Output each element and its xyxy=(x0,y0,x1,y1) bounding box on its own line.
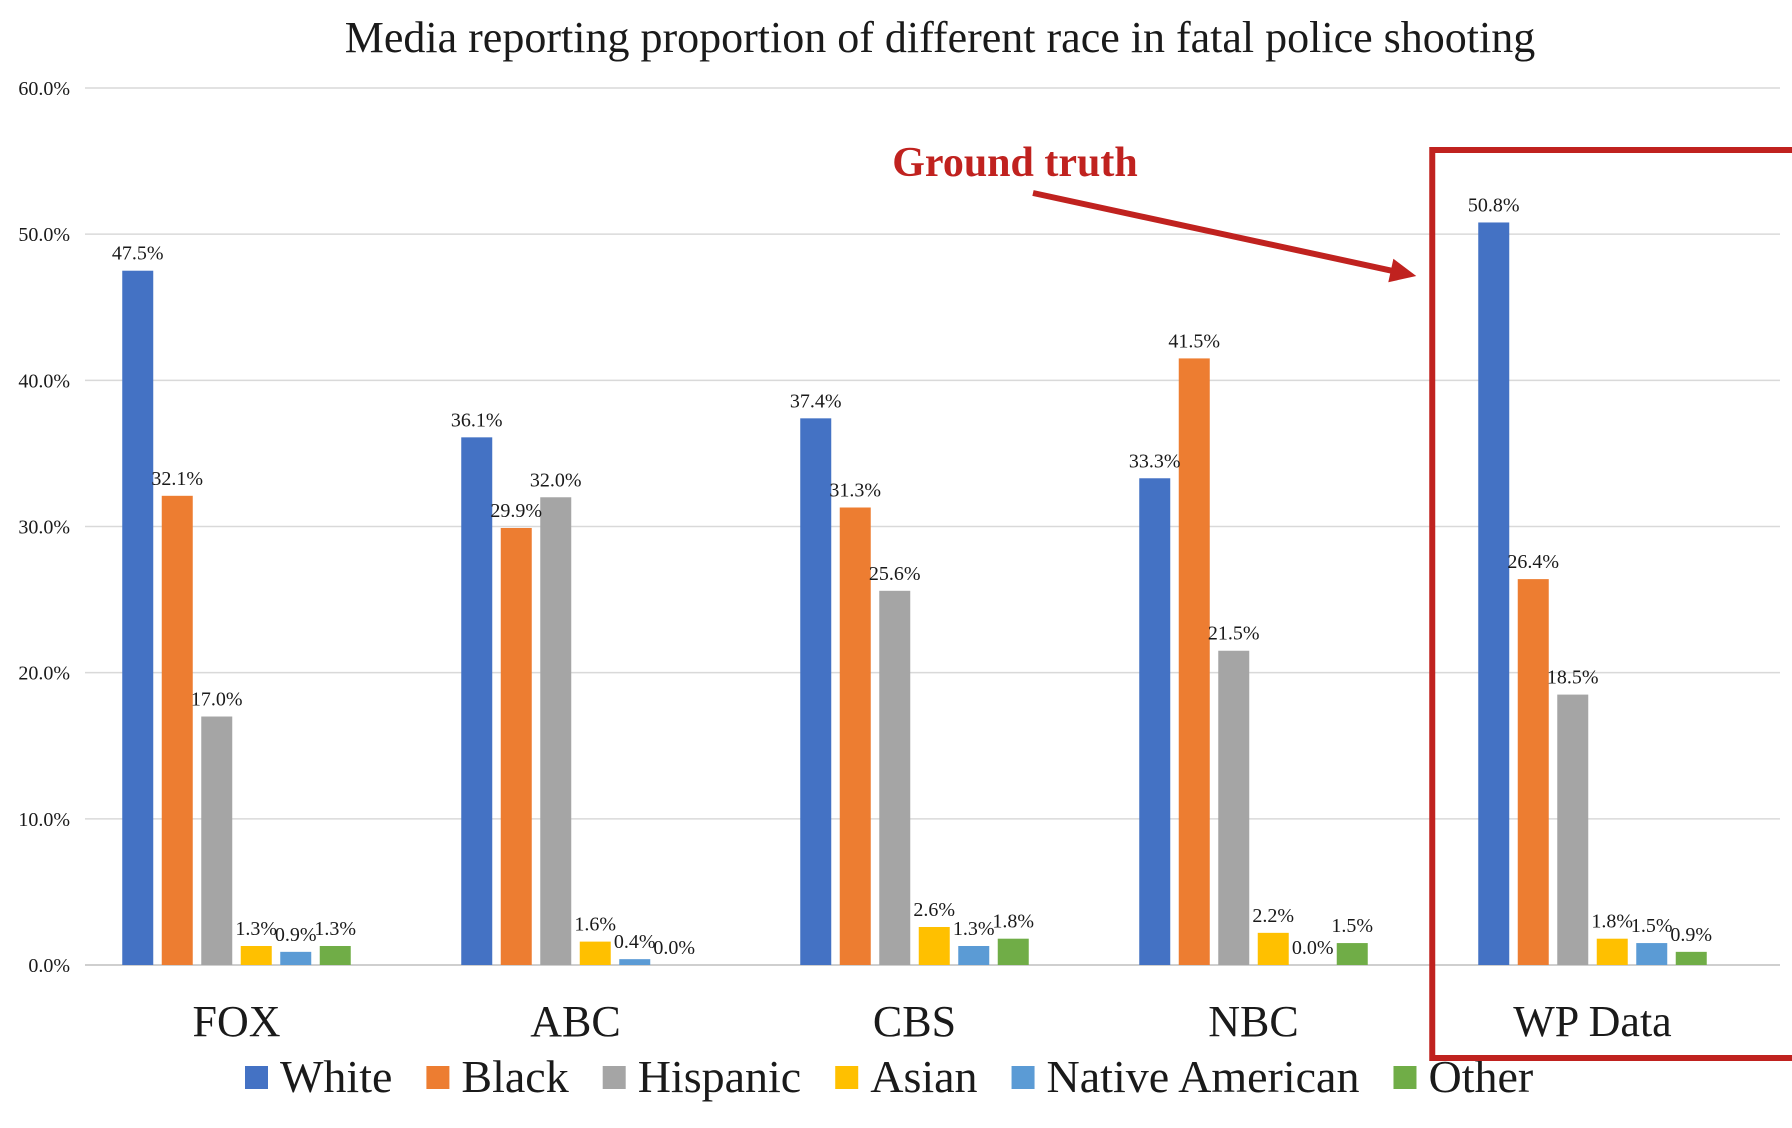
legend-swatch xyxy=(426,1066,450,1089)
bar-native-american xyxy=(619,959,651,965)
bar-hispanic xyxy=(1218,650,1250,965)
chart-title: Media reporting proportion of different … xyxy=(345,13,1535,62)
data-label: 2.2% xyxy=(1252,905,1294,927)
grid-lines xyxy=(85,87,1780,966)
bar-black xyxy=(161,495,193,965)
data-label: 41.5% xyxy=(1168,330,1220,352)
legend-entry: Asian xyxy=(870,1051,977,1102)
legend-entry: Black xyxy=(461,1051,568,1102)
legend-swatch xyxy=(1393,1066,1417,1089)
data-label: 1.8% xyxy=(992,911,1034,933)
bar-native-american xyxy=(958,945,990,965)
bar-other xyxy=(319,945,351,965)
y-axis-ticks: 0.0% 10.0% 20.0% 30.0% 40.0% 50.0% 60.0% xyxy=(18,78,70,977)
legend-swatch xyxy=(602,1066,626,1089)
annotation-text: Ground truth xyxy=(892,140,1137,186)
bar-black xyxy=(1178,358,1210,965)
data-label: 29.9% xyxy=(490,500,542,522)
x-tick-label: FOX xyxy=(192,997,280,1046)
legend: White Black Hispanic Asian Native American Ot… xyxy=(245,1051,1533,1102)
data-label: 1.3% xyxy=(235,918,277,940)
bar-black xyxy=(839,507,871,965)
bar-asian xyxy=(240,945,272,965)
y-tick-label: 10.0% xyxy=(18,809,70,831)
data-label: 37.4% xyxy=(790,390,842,412)
data-label: 32.0% xyxy=(530,469,582,491)
y-tick-label: 0.0% xyxy=(28,955,70,977)
data-label: 21.5% xyxy=(1208,623,1260,645)
x-axis-ticks: FOX ABC CBS NBC WP Data xyxy=(192,997,1671,1046)
legend-entry: White xyxy=(280,1051,392,1102)
bar-white xyxy=(800,418,832,965)
legend-swatch xyxy=(245,1066,268,1089)
x-tick-label: CBS xyxy=(873,997,956,1046)
bar-hispanic xyxy=(201,716,233,965)
data-label: 17.0% xyxy=(191,689,243,711)
data-label: 1.5% xyxy=(1631,915,1673,937)
bar-asian xyxy=(1257,932,1289,965)
data-label: 0.4% xyxy=(614,931,656,953)
bar-hispanic xyxy=(540,497,572,965)
data-label: 1.6% xyxy=(574,914,616,936)
data-label: 2.6% xyxy=(913,899,955,921)
legend-swatch xyxy=(1011,1066,1035,1089)
bar-asian xyxy=(1596,938,1628,965)
data-label: 36.1% xyxy=(451,409,503,431)
data-label: 0.0% xyxy=(653,937,695,959)
bar-hispanic xyxy=(1557,694,1589,965)
data-label: 1.8% xyxy=(1591,911,1633,933)
bar-other xyxy=(1675,951,1707,965)
bar-other xyxy=(1336,943,1368,965)
data-label: 47.5% xyxy=(112,243,164,265)
bar-native-american xyxy=(1636,943,1668,965)
annotation-arrow xyxy=(1032,190,1398,275)
highlight-box xyxy=(1429,147,1792,1061)
data-label: 0.9% xyxy=(1670,924,1712,946)
y-tick-label: 20.0% xyxy=(18,663,70,685)
bar-white xyxy=(461,437,493,965)
legend-swatch xyxy=(835,1066,859,1089)
ground-truth-annotation: Ground truth xyxy=(892,140,1792,1061)
x-tick-label: WP Data xyxy=(1513,997,1671,1046)
data-label: 0.9% xyxy=(275,924,317,946)
data-label: 31.3% xyxy=(829,479,881,501)
data-label: 26.4% xyxy=(1507,551,1559,573)
data-labels: 47.5%32.1%17.0%1.3%0.9%1.3%36.1%29.9%32.… xyxy=(112,194,1712,959)
bar-native-american xyxy=(280,951,312,965)
bar-black xyxy=(1517,579,1549,965)
bar-black xyxy=(500,527,532,965)
bar-white xyxy=(1139,478,1171,965)
y-tick-label: 60.0% xyxy=(18,78,70,100)
bar-white xyxy=(1478,222,1510,965)
data-label: 50.8% xyxy=(1468,194,1520,216)
bar-hispanic xyxy=(879,590,911,965)
bars xyxy=(122,222,1707,965)
legend-entry: Native American xyxy=(1047,1051,1360,1102)
legend-entry: Hispanic xyxy=(638,1051,802,1102)
data-label: 25.6% xyxy=(869,563,921,585)
bar-asian xyxy=(918,926,950,965)
data-label: 1.3% xyxy=(314,918,356,940)
y-tick-label: 40.0% xyxy=(18,370,70,392)
bar-other xyxy=(997,938,1029,965)
data-label: 32.1% xyxy=(151,468,203,490)
bar-asian xyxy=(579,941,611,965)
data-label: 0.0% xyxy=(1292,937,1334,959)
x-tick-label: NBC xyxy=(1208,997,1298,1046)
data-label: 18.5% xyxy=(1547,667,1599,689)
data-label: 1.3% xyxy=(953,918,995,940)
data-label: 1.5% xyxy=(1331,915,1373,937)
x-tick-label: ABC xyxy=(530,997,620,1046)
y-tick-label: 30.0% xyxy=(18,517,70,539)
data-label: 33.3% xyxy=(1129,450,1181,472)
bar-white xyxy=(122,270,154,965)
annotation-arrow-head xyxy=(1388,258,1417,283)
y-tick-label: 50.0% xyxy=(18,224,70,246)
